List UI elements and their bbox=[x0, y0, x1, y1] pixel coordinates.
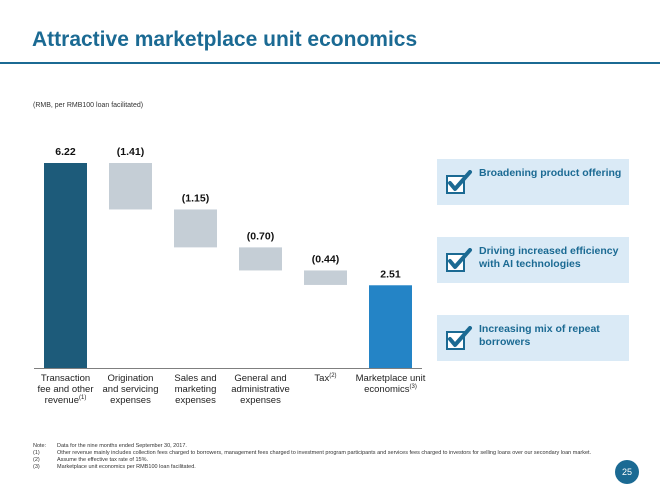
category-label-line: marketing bbox=[174, 384, 217, 395]
bar-2 bbox=[174, 209, 217, 248]
category-label-line: fee and other bbox=[37, 384, 94, 395]
value-label-2: (1.15) bbox=[182, 192, 209, 204]
category-label-5: Marketplace unit economics(3) bbox=[346, 373, 436, 395]
footnote-text: Marketplace unit economics per RMB100 lo… bbox=[57, 464, 196, 470]
footnote-row: Note: Data for the nine months ended Sep… bbox=[33, 443, 593, 450]
checkbox-checked-icon bbox=[446, 248, 472, 272]
category-label-line: Transaction bbox=[40, 373, 91, 384]
value-label-4: (0.44) bbox=[312, 253, 339, 265]
callout-box: Increasing mix of repeat borrowers bbox=[437, 315, 629, 361]
bar-3 bbox=[239, 247, 282, 271]
footnote-ref: (2) bbox=[329, 372, 337, 379]
page-title: Attractive marketplace unit economics bbox=[32, 28, 418, 51]
category-label-line: Sales and bbox=[174, 373, 217, 384]
callout-text: Driving increased efficiency with AI tec… bbox=[479, 245, 619, 270]
category-label-1: Origination and servicing expenses bbox=[86, 373, 176, 406]
callout-box: Driving increased efficiency with AI tec… bbox=[437, 237, 629, 283]
category-label-line: administrative bbox=[231, 384, 290, 395]
footnotes: Note: Data for the nine months ended Sep… bbox=[33, 443, 593, 471]
callout-box: Broadening product offering bbox=[437, 159, 629, 205]
category-label-line: Origination bbox=[107, 373, 154, 384]
unit-note: (RMB, per RMB100 loan facilitated) bbox=[33, 102, 144, 109]
footnote-text: Data for the nine months ended September… bbox=[57, 443, 187, 449]
category-label-line: economics bbox=[364, 384, 410, 395]
callout-text: Increasing mix of repeat borrowers bbox=[479, 323, 600, 348]
category-label-2: Sales and marketing expenses bbox=[151, 373, 241, 406]
bar-0 bbox=[44, 163, 87, 368]
category-label-4: Tax(2) bbox=[281, 373, 371, 384]
category-label-line: expenses bbox=[240, 395, 281, 406]
footnote-ref: (1) bbox=[79, 394, 87, 401]
footnote-mark: (3) bbox=[33, 464, 40, 470]
footnote-text: Assume the effective tax rate of 15%. bbox=[57, 457, 149, 463]
value-label-5: 2.51 bbox=[380, 268, 401, 280]
value-label-3: (0.70) bbox=[247, 230, 274, 242]
category-label-line: expenses bbox=[175, 395, 216, 406]
callout-text: Broadening product offering bbox=[479, 167, 622, 179]
footnote-text: Other revenue mainly includes collection… bbox=[57, 450, 592, 456]
value-label-1: (1.41) bbox=[117, 146, 144, 158]
bar-5 bbox=[369, 285, 412, 368]
bar-4 bbox=[304, 270, 347, 285]
page-number: 25 bbox=[615, 460, 639, 484]
checkbox-checked-icon bbox=[446, 326, 472, 350]
checkbox-checked-icon bbox=[446, 170, 472, 194]
category-label-line: and servicing bbox=[102, 384, 159, 395]
footnote-row: (3) Marketplace unit economics per RMB10… bbox=[33, 464, 593, 471]
category-label-line: Marketplace unit bbox=[355, 373, 426, 384]
footnote-mark: Note: bbox=[33, 443, 47, 449]
category-label-0: Transaction fee and other revenue(1) bbox=[21, 373, 111, 406]
footnote-mark: (1) bbox=[33, 450, 40, 456]
footnote-row: (2) Assume the effective tax rate of 15%… bbox=[33, 457, 593, 464]
footnote-row: (1) Other revenue mainly includes collec… bbox=[33, 450, 593, 457]
category-label-line: General and bbox=[234, 373, 287, 384]
category-label-line: expenses bbox=[110, 395, 151, 406]
bar-1 bbox=[109, 163, 152, 210]
title-divider bbox=[0, 62, 660, 64]
footnote-mark: (2) bbox=[33, 457, 40, 463]
category-label-line: Tax bbox=[314, 373, 330, 384]
category-label-line: revenue bbox=[44, 395, 79, 406]
footnote-ref: (3) bbox=[409, 383, 417, 390]
category-label-3: General and administrative expenses bbox=[216, 373, 306, 406]
value-label-0: 6.22 bbox=[55, 146, 76, 158]
